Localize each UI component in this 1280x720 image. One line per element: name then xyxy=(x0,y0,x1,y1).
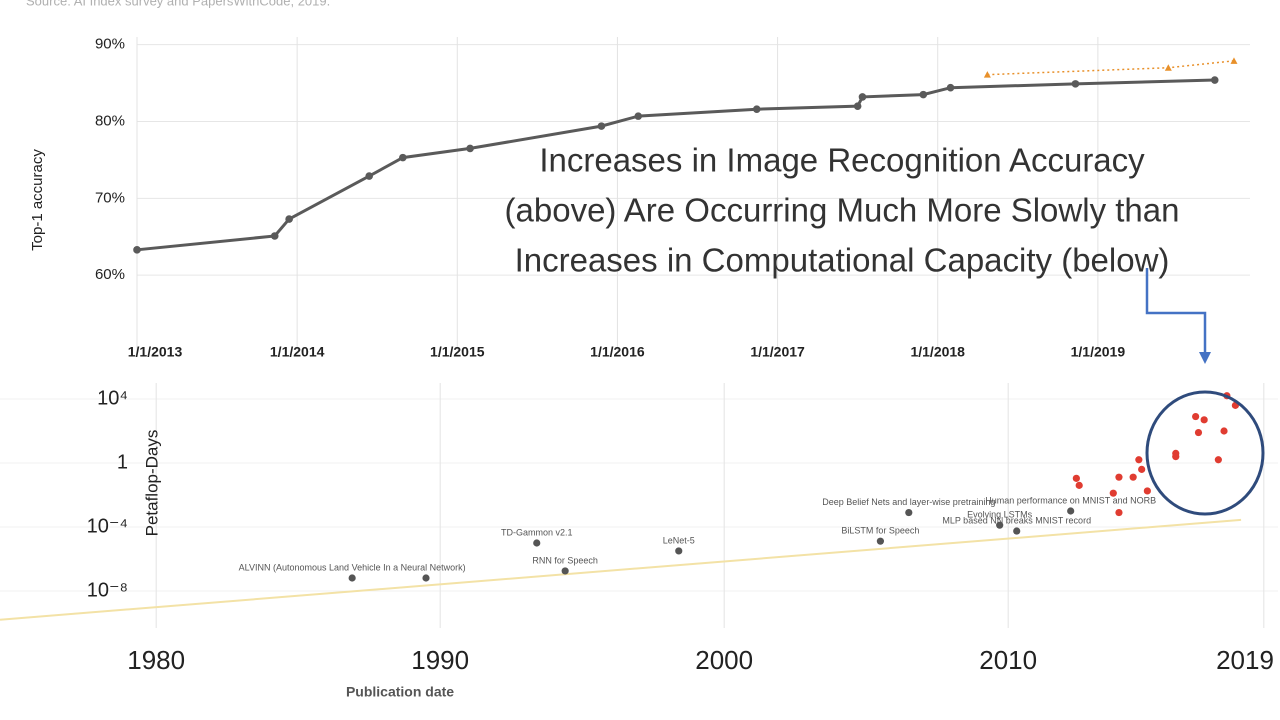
point-label: LeNet-5 xyxy=(663,535,695,545)
y-tick-label: 90% xyxy=(95,36,125,53)
point xyxy=(1214,456,1222,464)
point xyxy=(876,537,885,545)
marker xyxy=(752,105,761,114)
charts: 60% 70% 80% 90% 1/1/2013 1/1/2014 1/1/2015 1/1/… xyxy=(0,36,1278,700)
point xyxy=(1129,473,1137,481)
marker xyxy=(1071,80,1080,88)
y-tick-label: 10⁻⁸ xyxy=(87,579,128,601)
headline-line: (above) Are Occurring Much More Slowly t… xyxy=(505,192,1180,229)
point-label: Deep Belief Nets and layer-wise pretrain… xyxy=(822,497,995,507)
headline-line: Increases in Computational Capacity (bel… xyxy=(515,242,1170,279)
point xyxy=(996,521,1004,529)
x-tick-label: 1/1/2014 xyxy=(270,344,325,360)
y-tick-label: 10⁻⁴ xyxy=(87,515,128,537)
x-tick-label: 2000 xyxy=(695,645,753,675)
point xyxy=(675,547,683,555)
chart: 10⁴ 1 10⁻⁴ 10⁻⁸ 1980 1990 2000 2010 2019 Petaflop… xyxy=(0,383,1278,700)
point-label: ALVINN (Autonomous Land Vehicle In a Neu… xyxy=(239,562,466,572)
point xyxy=(1200,416,1208,424)
point xyxy=(1192,412,1200,421)
marker xyxy=(1210,76,1219,84)
y-tick-label: 80% xyxy=(95,112,125,129)
point-label: Evolving LSTMs xyxy=(967,510,1033,520)
marker xyxy=(919,90,928,99)
headline: Increases in Image Recognition Accuracy … xyxy=(505,142,1180,279)
marker xyxy=(466,144,474,153)
point-label: MLP based NN breaks MNIST record xyxy=(942,515,1091,525)
x-tick-label: 1990 xyxy=(411,645,469,675)
point xyxy=(1067,507,1075,515)
point xyxy=(1072,474,1080,482)
point-label: BiLSTM for Speech xyxy=(841,526,919,536)
x-tick-label: 1980 xyxy=(127,645,185,675)
marker xyxy=(365,172,374,180)
point xyxy=(1115,473,1123,481)
point xyxy=(422,574,430,582)
point xyxy=(905,508,913,517)
x-tick-label: 2010 xyxy=(979,645,1037,675)
point xyxy=(1172,453,1180,461)
point xyxy=(1194,428,1203,437)
point xyxy=(561,567,569,575)
point-label: RNN for Speech xyxy=(532,555,598,565)
marker xyxy=(858,93,867,101)
point xyxy=(1075,481,1083,489)
source-note: Source: AI Index survey and PapersWithCo… xyxy=(26,0,330,8)
y-tick-label: 60% xyxy=(95,266,125,283)
point xyxy=(1109,489,1117,497)
x-tick-label: 1/1/2018 xyxy=(910,344,965,360)
marker xyxy=(399,153,407,162)
y-axis-label: Petaflop-Days xyxy=(142,430,161,537)
headline-line: Increases in Image Recognition Accuracy xyxy=(539,142,1145,179)
marker xyxy=(133,246,141,254)
point xyxy=(533,539,541,547)
y-axis-label: Top-1 accuracy xyxy=(29,149,46,251)
trend-line xyxy=(0,518,1242,621)
x-tick-label: 1/1/2015 xyxy=(430,344,485,360)
marker xyxy=(634,112,643,120)
point xyxy=(1138,465,1146,473)
marker xyxy=(853,102,862,110)
marker xyxy=(285,215,293,223)
point xyxy=(1143,487,1151,495)
point xyxy=(348,574,356,582)
point xyxy=(1135,456,1143,464)
x-tick-label: 1/1/2016 xyxy=(590,344,645,360)
point-label: Human performance on MNIST and NORB xyxy=(985,495,1156,505)
marker xyxy=(597,122,606,130)
point xyxy=(1115,508,1123,517)
point-label: TD-Gammon v2.1 xyxy=(501,527,573,537)
x-tick-label: 1/1/2017 xyxy=(750,344,805,360)
point xyxy=(1220,427,1228,435)
line xyxy=(987,60,1235,76)
highlight-ellipse xyxy=(1145,390,1265,516)
x-tick-label: 1/1/2019 xyxy=(1071,344,1126,360)
marker xyxy=(1164,64,1172,71)
marker xyxy=(1230,57,1238,64)
marker xyxy=(946,83,955,92)
x-axis-label: Publication date xyxy=(346,684,454,700)
y-tick-label: 1 xyxy=(117,451,128,473)
chart: 60% 70% 80% 90% 1/1/2013 1/1/2014 1/1/2015 1/1/… xyxy=(29,36,1250,360)
x-tick-label: 1/1/2013 xyxy=(128,344,183,360)
marker xyxy=(983,71,991,78)
y-tick-label: 10⁴ xyxy=(97,387,128,409)
connector xyxy=(1145,268,1207,352)
arrow-head xyxy=(1199,352,1211,364)
marker xyxy=(270,232,279,240)
x-tick-label: 2019 xyxy=(1216,645,1274,675)
point xyxy=(1013,527,1021,535)
y-tick-label: 70% xyxy=(95,189,125,206)
